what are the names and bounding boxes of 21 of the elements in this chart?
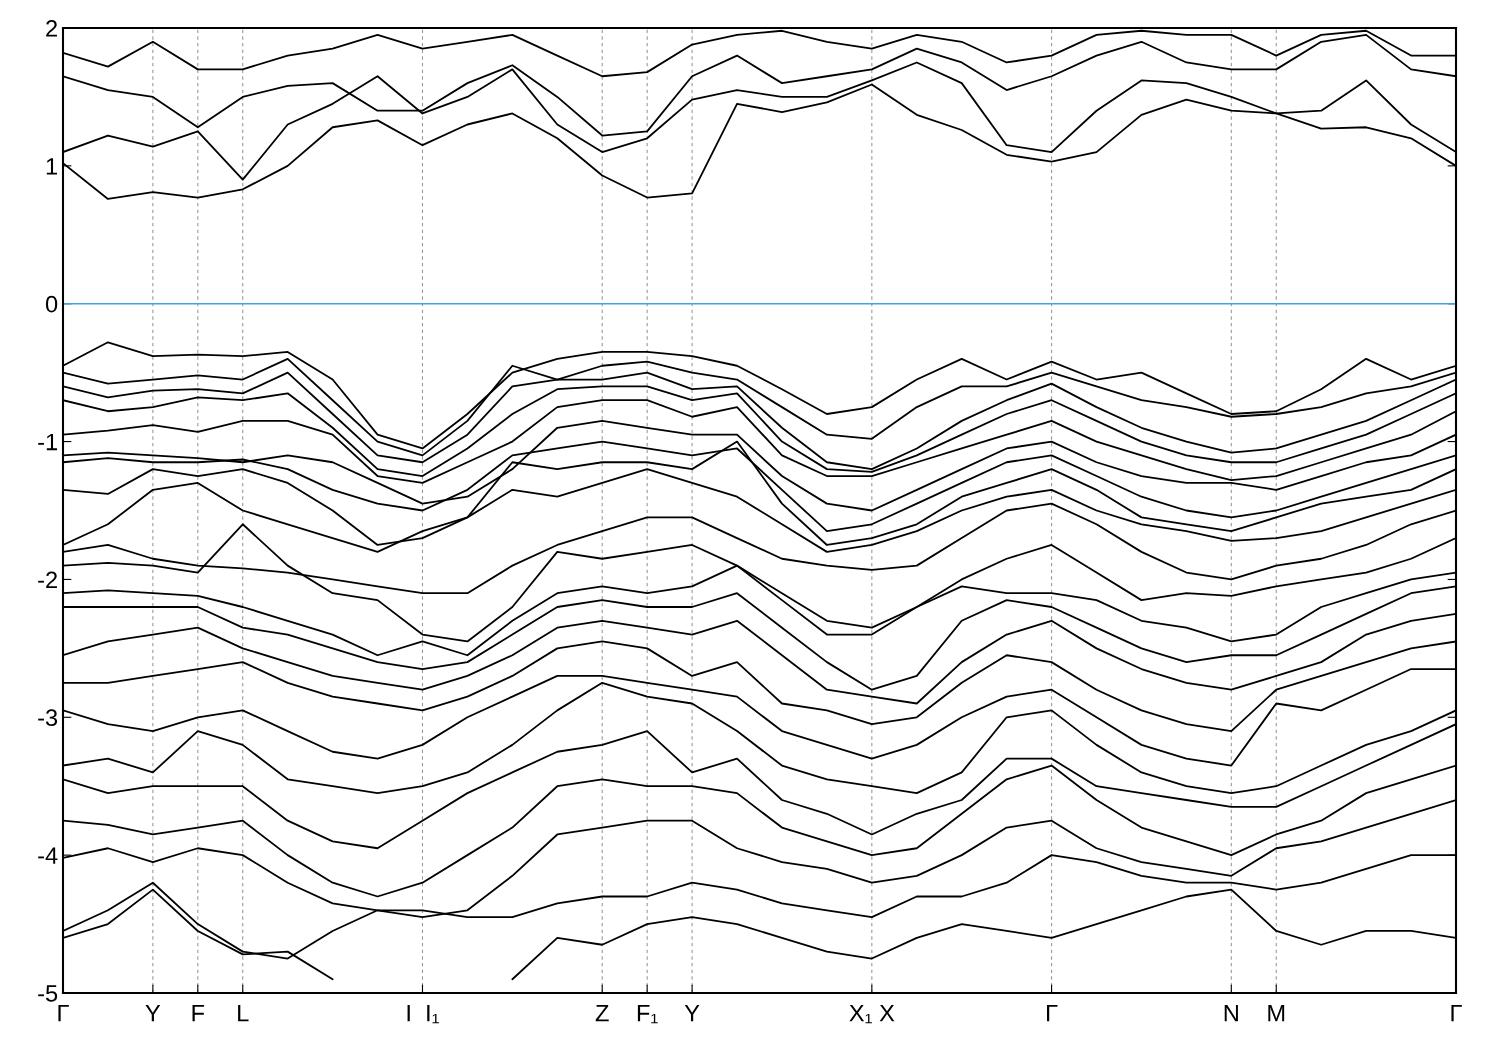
x-tick-label: Z (595, 1004, 609, 1022)
x-tick-label: M (1268, 1004, 1285, 1022)
y-tick-label: -4 (38, 847, 58, 864)
x-tick-label: Γ (1451, 1004, 1462, 1022)
y-tick-label: 1 (46, 158, 57, 175)
y-tick-label: -1 (38, 433, 57, 451)
y-tick-label: 0 (45, 295, 58, 313)
x-tick-label: F₁ (637, 1004, 658, 1024)
x-tick-label: X₁ X (849, 1004, 895, 1024)
x-tick-label: Y (145, 1004, 161, 1022)
y-tick-label: -2 (38, 571, 57, 588)
x-tick-label: Y (684, 1004, 700, 1022)
y-tick-label: -5 (38, 985, 58, 1002)
x-tick-label: L (238, 1004, 249, 1022)
y-tick-label: 2 (46, 20, 57, 37)
x-tick-label: F (192, 1004, 205, 1022)
x-tick-label: Γ (1047, 1004, 1058, 1022)
x-tick-label: N (1224, 1004, 1238, 1022)
x-tick-label: Γ (58, 1004, 69, 1022)
x-tick-label: I I₁ (407, 1004, 439, 1024)
y-tick-label: -3 (38, 709, 58, 727)
